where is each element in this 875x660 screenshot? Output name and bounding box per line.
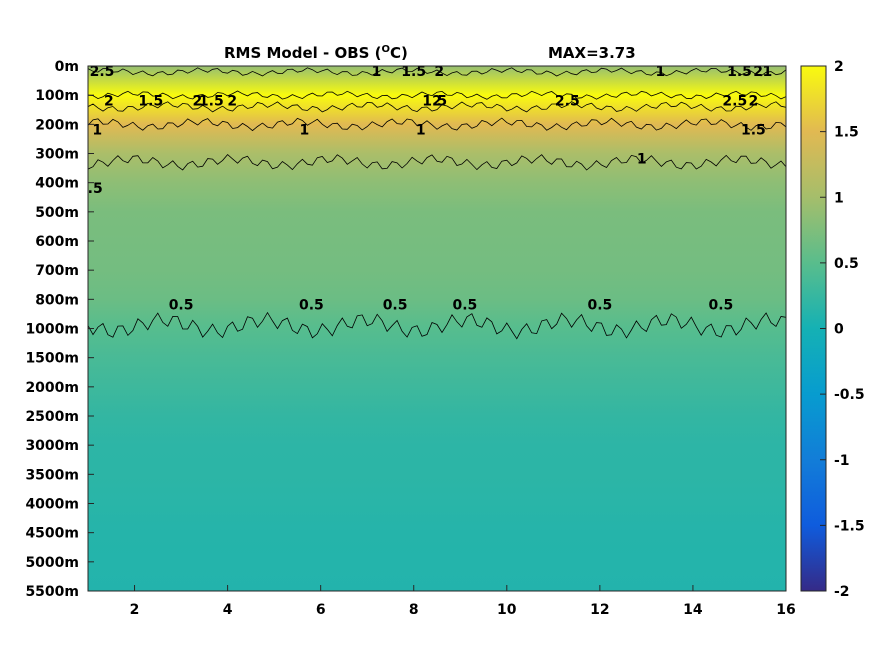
y-tick-label: 5500m xyxy=(25,584,79,600)
y-tick-label: 2000m xyxy=(25,380,79,396)
contour-label: 2.5 xyxy=(90,64,115,80)
contour-label: 2.5 xyxy=(555,93,580,109)
contour-label: 2 xyxy=(749,93,759,109)
y-tick-label: 500m xyxy=(35,205,79,221)
y-tick-label: 4000m xyxy=(25,497,79,513)
contour-label: 2 xyxy=(432,93,442,109)
contour-label: 1.5 xyxy=(422,93,447,109)
contour-label: 0.5 xyxy=(452,298,477,314)
contour-label: 0.5 xyxy=(78,181,103,197)
contour-line-1-5 xyxy=(88,117,786,132)
contour-label: 1.5 xyxy=(727,64,752,80)
colorbar-tick-label: -1.5 xyxy=(834,518,865,534)
contour-label: 1 xyxy=(656,64,666,80)
contour-label: 2.5 xyxy=(722,93,747,109)
colorbar-ticks: 2 1.5 1 0.5 0 -0.5 -1 -1.5 -2 xyxy=(820,59,865,600)
colorbar-tick-label: -1 xyxy=(834,453,850,469)
y-tick-label: 700m xyxy=(35,263,79,279)
contour-line-2 xyxy=(88,101,786,113)
contour-line-upper-1 xyxy=(88,67,786,77)
colorbar-tick-label: 2 xyxy=(834,59,844,75)
x-tick-label: 6 xyxy=(316,602,326,618)
contour-label: 2 xyxy=(434,64,444,80)
y-tick-label: 100m xyxy=(35,88,79,104)
y-tick-label: 1000m xyxy=(25,322,79,338)
contour-label: 1 xyxy=(637,152,647,168)
chart-title-tail: C) xyxy=(390,44,408,62)
contour-line-2-5 xyxy=(88,90,786,100)
y-axis-ticks: 0m 100m 200m 300m 400m 500m 600m 700m 800m 1000m 1… xyxy=(25,59,94,600)
y-tick-label: 600m xyxy=(35,234,79,250)
x-tick-label: 4 xyxy=(223,602,233,618)
x-tick-label: 8 xyxy=(409,602,419,618)
colorbar-tick-label: 0.5 xyxy=(834,256,859,272)
y-tick-label: 3500m xyxy=(25,467,79,483)
contour-label: 1.5 xyxy=(138,93,163,109)
y-tick-label: 0m xyxy=(55,59,79,75)
chart-title-main: RMS Model - OBS ( xyxy=(224,44,382,62)
y-tick-label: 4500m xyxy=(25,526,79,542)
y-tick-label: 800m xyxy=(35,292,79,308)
contour-label: 0.5 xyxy=(383,298,408,314)
contour-label: 1 xyxy=(372,64,382,80)
y-tick-label: 200m xyxy=(35,117,79,133)
x-tick-label: 2 xyxy=(130,602,140,618)
contour-label: 2 xyxy=(104,93,114,109)
contour-label: 0.5 xyxy=(299,298,324,314)
colorbar-tick-label: 1.5 xyxy=(834,125,859,141)
contour-label: 2 xyxy=(193,93,203,109)
x-tick-label: 16 xyxy=(776,602,795,618)
contour-label: 1.5 xyxy=(199,93,224,109)
y-tick-label: 1500m xyxy=(25,351,79,367)
contour-label: 1.5 xyxy=(741,123,766,139)
contour-label: 0.5 xyxy=(708,298,733,314)
y-tick-label: 2500m xyxy=(25,409,79,425)
contour-lines xyxy=(88,67,786,340)
colorbar-tick-label: -0.5 xyxy=(834,387,865,403)
y-tick-label: 5000m xyxy=(25,555,79,571)
x-axis-ticks: 2 4 6 8 10 12 14 16 xyxy=(130,585,796,618)
chart-title: RMS Model - OBS (OC) xyxy=(224,44,408,62)
contour-label: 2 xyxy=(227,93,237,109)
colorbar-tick-label: 0 xyxy=(834,322,844,338)
contour-label: 1 xyxy=(300,123,310,139)
x-tick-label: 12 xyxy=(590,602,609,618)
contour-label: 1 xyxy=(92,123,102,139)
x-tick-label: 14 xyxy=(683,602,703,618)
colorbar-tick-label: -2 xyxy=(834,584,850,600)
contour-label: 2 xyxy=(753,64,763,80)
contour-label: 1 xyxy=(763,64,773,80)
contour-line-0-5 xyxy=(88,311,786,340)
chart-title-superscript: O xyxy=(382,44,391,55)
contour-label: 1.5 xyxy=(401,64,426,80)
field-background xyxy=(88,66,786,591)
contour-line-1 xyxy=(88,154,786,171)
colorbar-tick-label: 1 xyxy=(834,190,844,206)
y-tick-label: 3000m xyxy=(25,438,79,454)
contour-label: 0.5 xyxy=(169,298,194,314)
contour-label: 1 xyxy=(416,123,426,139)
max-label: MAX=3.73 xyxy=(548,44,636,62)
y-tick-label: 400m xyxy=(35,176,79,192)
x-tick-label: 10 xyxy=(497,602,517,618)
contour-label: 0.5 xyxy=(587,298,612,314)
y-tick-label: 300m xyxy=(35,147,79,163)
